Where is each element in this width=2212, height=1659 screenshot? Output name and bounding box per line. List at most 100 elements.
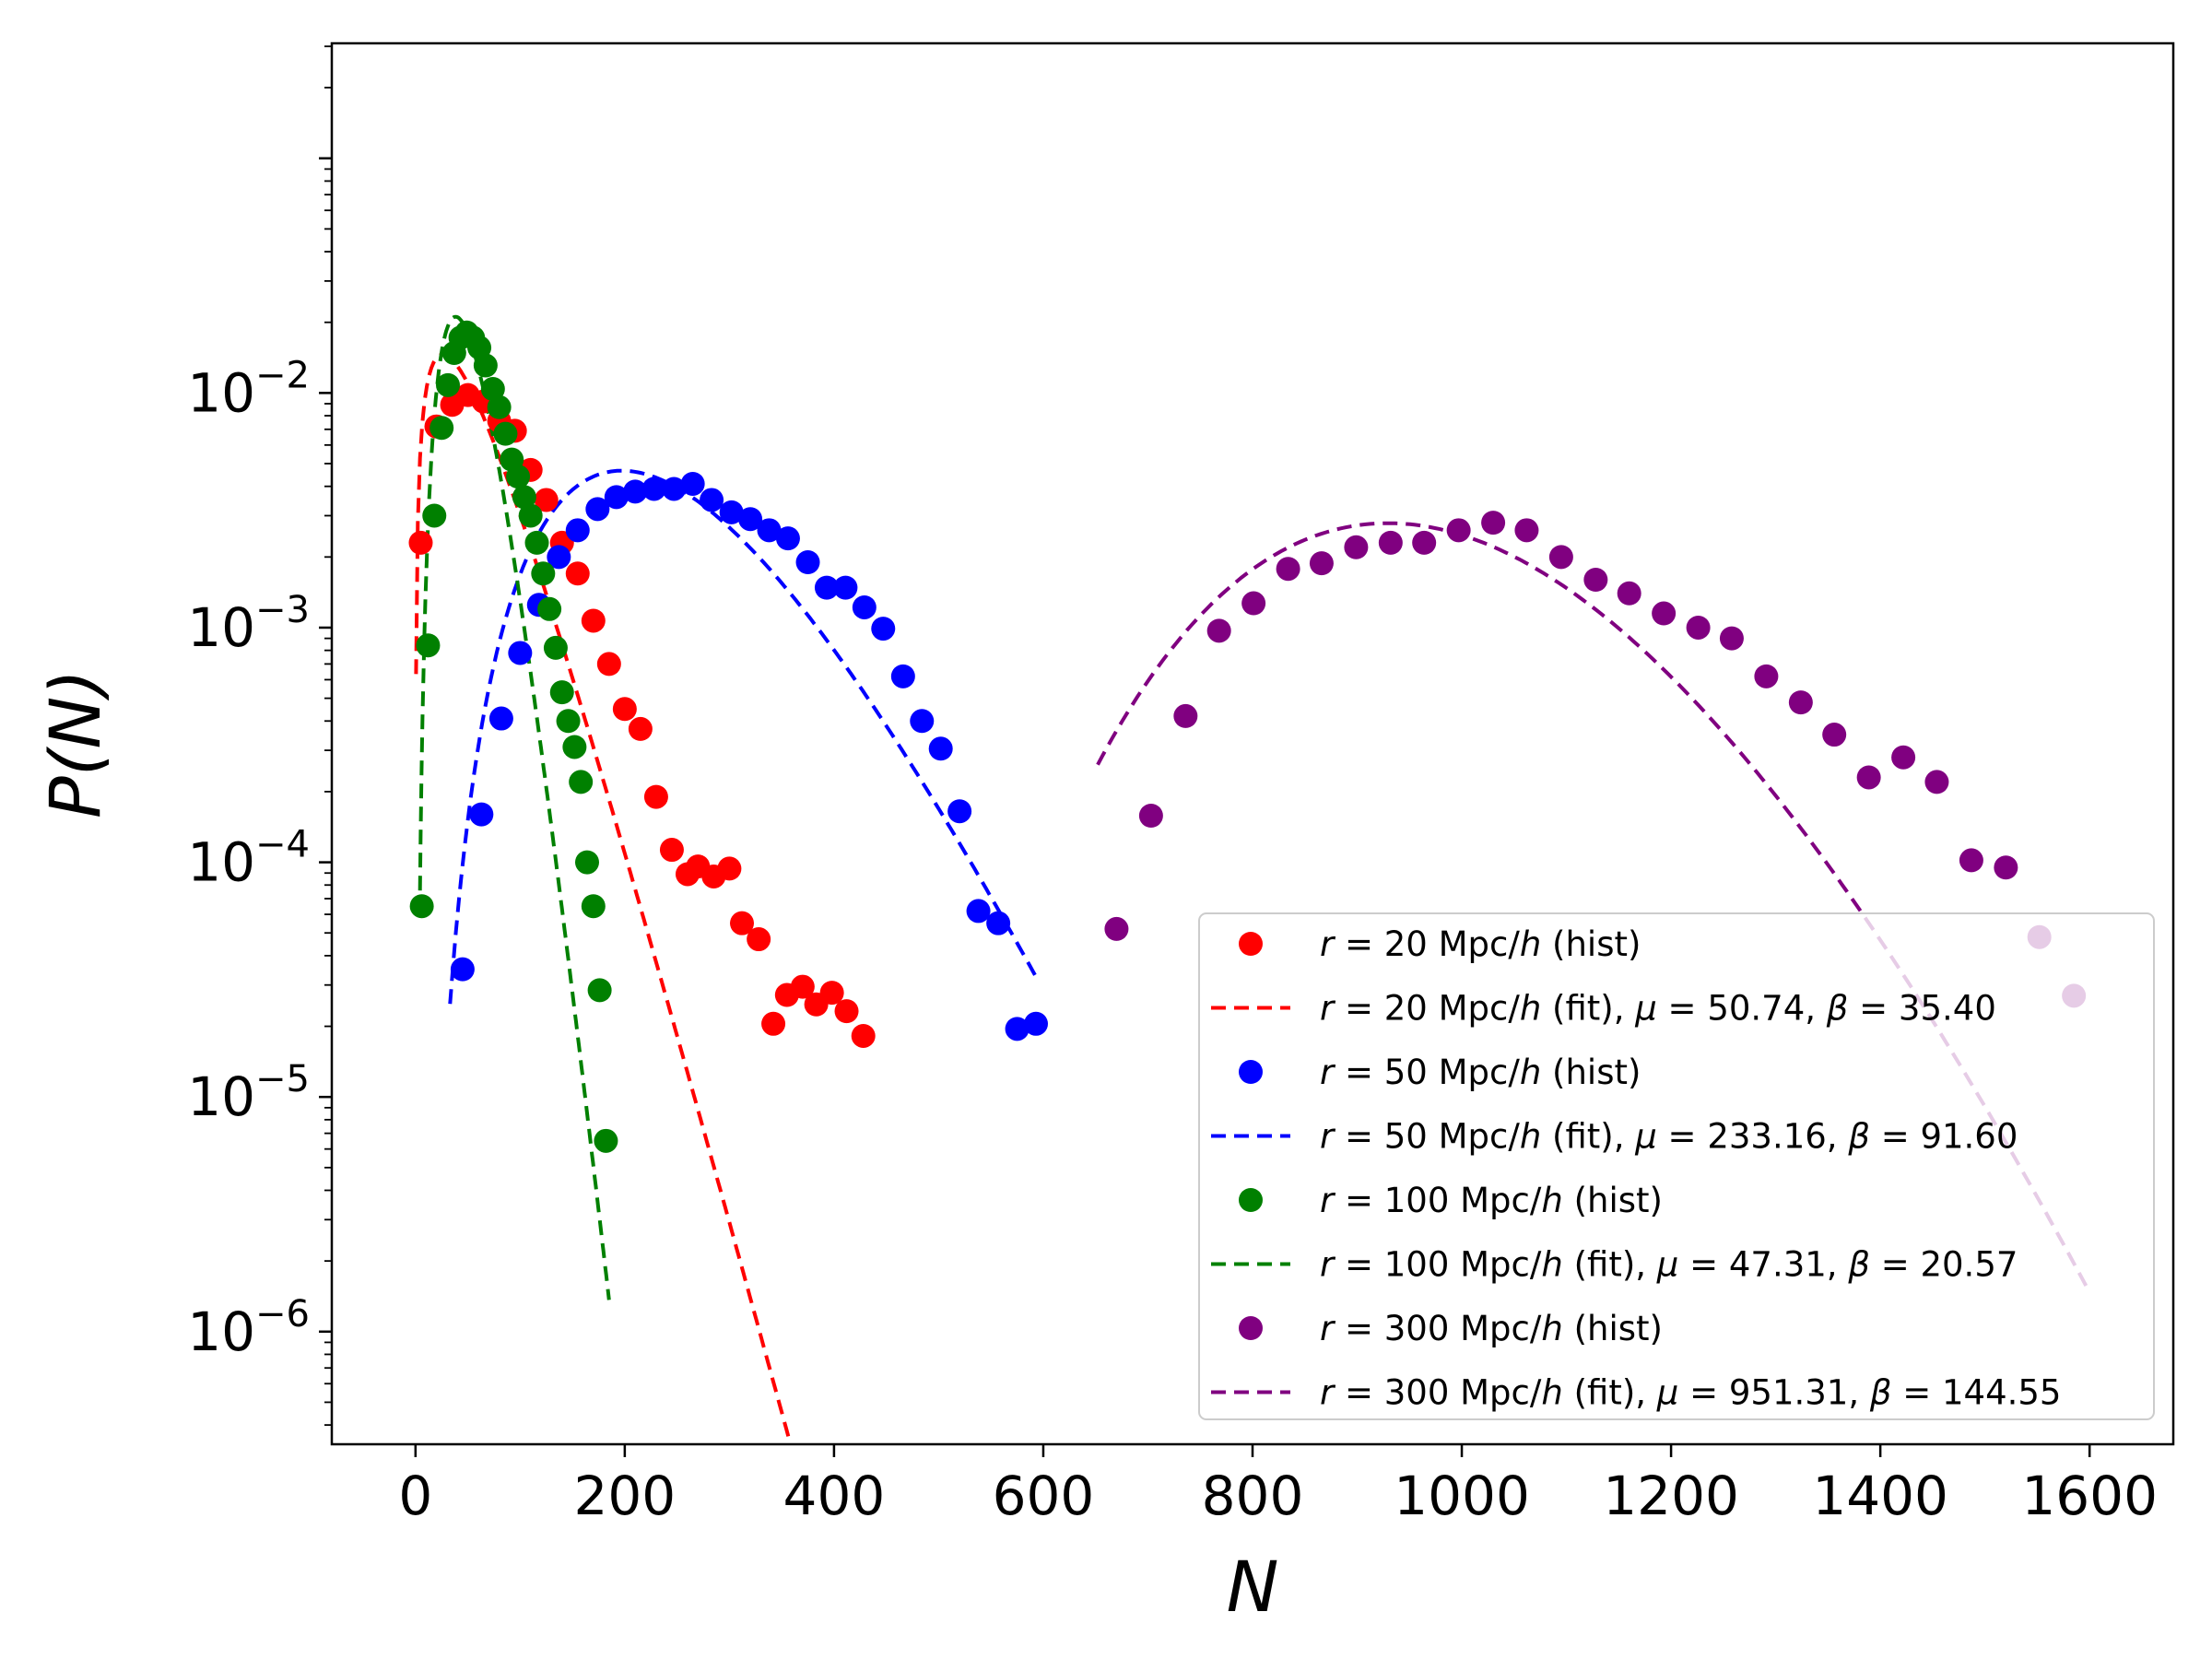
- legend-radius: = 50 Mpc/: [1334, 1117, 1520, 1157]
- fit-line-series-0: [414, 352, 793, 1444]
- data-point: [565, 518, 590, 543]
- data-point: [524, 530, 549, 555]
- data-point: [641, 477, 666, 501]
- data-point: [1173, 703, 1198, 728]
- legend-r-symbol: r: [1320, 1245, 1336, 1285]
- legend-mu-symbol: μ: [1624, 989, 1656, 1029]
- data-point: [928, 736, 953, 761]
- data-point: [966, 899, 991, 924]
- legend-kind: (fit),: [1563, 1245, 1646, 1285]
- data-point: [429, 416, 454, 441]
- legend-beta-value: = 35.40: [1848, 989, 1995, 1029]
- data-point: [1514, 518, 1539, 543]
- x-axis: 0 200 400 600 800 1000 1200 1400 1600: [398, 1444, 2158, 1527]
- data-point: [761, 1011, 786, 1036]
- data-point: [1686, 615, 1711, 640]
- data-point: [537, 596, 562, 621]
- legend-h-symbol: h: [1520, 1053, 1541, 1092]
- data-point: [549, 680, 574, 705]
- legend-hist-label: r = 100 Mpc/h (hist): [1320, 1181, 1663, 1220]
- data-point: [871, 617, 896, 641]
- legend-kind: (hist): [1563, 1181, 1663, 1220]
- y-tick-label: 10−3: [187, 589, 310, 659]
- data-point: [1241, 591, 1266, 616]
- data-point: [487, 394, 512, 419]
- x-tick-label: 600: [993, 1465, 1095, 1527]
- legend-mu-symbol: μ: [1646, 1245, 1678, 1285]
- data-point: [1924, 770, 1949, 794]
- data-point: [628, 716, 653, 741]
- legend-box: [1198, 912, 2155, 1420]
- legend-marker-hist: [1239, 1188, 1263, 1212]
- legend-r-symbol: r: [1320, 989, 1336, 1029]
- data-point: [643, 784, 668, 809]
- data-point: [1104, 916, 1129, 941]
- legend-hist-label: r = 50 Mpc/h (hist): [1320, 1053, 1641, 1092]
- legend-h-symbol: h: [1541, 1245, 1562, 1285]
- data-point: [852, 594, 877, 619]
- y-tick-label: 10−6: [187, 1293, 310, 1363]
- data-point: [738, 507, 763, 532]
- data-point: [851, 1023, 876, 1048]
- y-tick-base: 10: [187, 1065, 255, 1128]
- data-point: [659, 838, 684, 863]
- data-point: [1481, 511, 1506, 535]
- legend-radius: = 100 Mpc/: [1334, 1245, 1542, 1285]
- data-point: [1344, 535, 1369, 559]
- data-point: [623, 479, 648, 504]
- data-point: [473, 353, 498, 378]
- legend-h-symbol: h: [1541, 1181, 1562, 1220]
- legend-h-symbol: h: [1520, 924, 1541, 964]
- data-point: [1788, 690, 1813, 715]
- data-point: [730, 911, 755, 935]
- data-point: [1959, 848, 1983, 873]
- legend-fit-label: r = 300 Mpc/h (fit), μ = 951.31, β = 144…: [1320, 1373, 2061, 1413]
- legend-kind: (hist): [1563, 1309, 1663, 1348]
- legend-beta-symbol: β: [1847, 1117, 1870, 1157]
- data-point: [1206, 618, 1231, 643]
- legend-hist-label: r = 20 Mpc/h (hist): [1320, 924, 1641, 964]
- data-point: [680, 471, 705, 496]
- legend-beta-value: = 91.60: [1870, 1117, 2018, 1157]
- x-tick-label: 0: [398, 1465, 432, 1527]
- x-tick-label: 1200: [1603, 1465, 1739, 1527]
- legend-mu-value: = 233.16,: [1657, 1117, 1849, 1157]
- data-point: [719, 500, 744, 524]
- data-point: [1412, 530, 1437, 555]
- data-point: [1005, 1017, 1030, 1041]
- legend-h-symbol: h: [1541, 1373, 1562, 1413]
- data-point: [834, 999, 859, 1024]
- legend-radius: = 50 Mpc/: [1334, 1053, 1520, 1092]
- legend-h-symbol: h: [1520, 989, 1541, 1029]
- data-point: [790, 974, 815, 999]
- data-point: [1446, 518, 1471, 543]
- data-point: [581, 608, 606, 633]
- data-point: [422, 503, 447, 528]
- legend-r-symbol: r: [1320, 1373, 1336, 1413]
- data-point: [416, 633, 441, 658]
- data-point: [814, 575, 839, 600]
- data-point: [819, 981, 844, 1006]
- x-tick-label: 800: [1202, 1465, 1304, 1527]
- legend-radius: = 20 Mpc/: [1334, 989, 1520, 1029]
- data-point: [508, 641, 533, 665]
- x-axis-label: N: [1227, 1546, 1279, 1628]
- x-tick-label: 400: [783, 1465, 886, 1527]
- data-point: [565, 561, 590, 586]
- y-tick-base: 10: [187, 1300, 255, 1363]
- x-tick-label: 200: [574, 1465, 677, 1527]
- data-point: [1891, 745, 1916, 770]
- legend-beta-symbol: β: [1869, 1373, 1892, 1413]
- data-point: [1754, 664, 1779, 688]
- legend-radius: = 300 Mpc/: [1334, 1309, 1542, 1348]
- y-tick-exponent: −2: [255, 354, 310, 396]
- data-point: [947, 799, 972, 824]
- data-point: [1138, 803, 1163, 828]
- legend-mu-symbol: μ: [1624, 1117, 1656, 1157]
- data-point: [1856, 765, 1881, 790]
- legend-marker-hist: [1239, 1316, 1263, 1340]
- data-point: [493, 421, 518, 446]
- data-point: [587, 978, 612, 1003]
- legend-kind: (fit),: [1541, 989, 1624, 1029]
- data-point: [450, 957, 475, 982]
